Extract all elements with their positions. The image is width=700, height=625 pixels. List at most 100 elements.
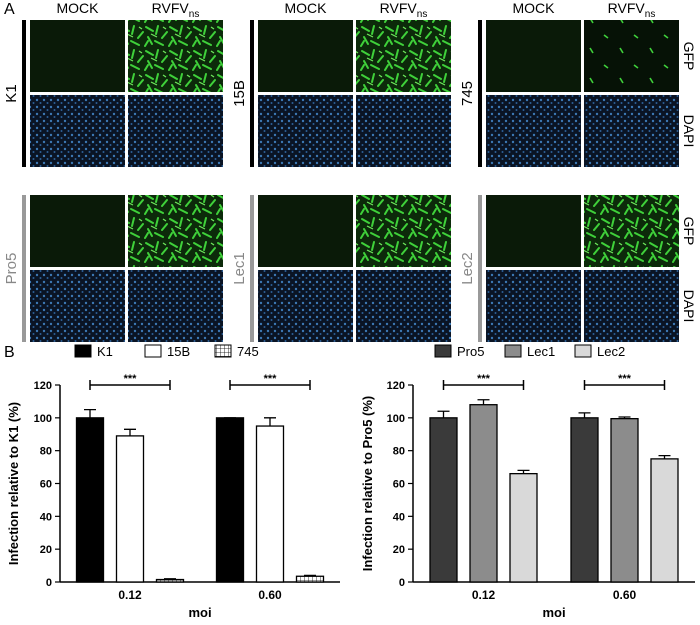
column-header-subscript: ns bbox=[189, 9, 200, 20]
micrograph bbox=[356, 95, 451, 167]
legend-swatch bbox=[214, 344, 232, 358]
y-axis-label: Infection relative to Pro5 (%) bbox=[360, 396, 375, 572]
x-tick-label: 0.12 bbox=[472, 588, 496, 602]
error-bar bbox=[164, 578, 176, 580]
error-bar bbox=[124, 428, 136, 436]
cell-line-label: 745 bbox=[459, 81, 476, 106]
bar bbox=[570, 417, 599, 583]
micrograph bbox=[486, 270, 581, 342]
legend-label: K1 bbox=[97, 344, 113, 359]
micrograph bbox=[30, 270, 125, 342]
column-header: RVFVns bbox=[380, 0, 428, 20]
bar bbox=[429, 417, 458, 583]
error-bar bbox=[618, 416, 631, 419]
panel-label: A bbox=[4, 1, 15, 18]
bar bbox=[115, 435, 145, 583]
column-header-text: MOCK bbox=[513, 0, 556, 16]
micrograph bbox=[486, 95, 581, 167]
micrograph bbox=[258, 95, 353, 167]
x-axis-label: moi bbox=[542, 605, 565, 620]
micrograph bbox=[584, 95, 679, 167]
group-bar bbox=[478, 195, 482, 342]
bar bbox=[469, 404, 498, 583]
column-header: MOCK bbox=[285, 0, 328, 16]
x-tick-label: 0.12 bbox=[118, 588, 142, 602]
column-header: RVFVns bbox=[152, 0, 200, 20]
y-tick-label: 0 bbox=[46, 577, 52, 589]
significance-bracket bbox=[89, 380, 171, 390]
y-tick-label: 20 bbox=[40, 544, 52, 556]
x-tick-label: 0.60 bbox=[613, 588, 637, 602]
y-tick-label: 100 bbox=[34, 413, 52, 425]
y-tick-label: 80 bbox=[40, 446, 52, 458]
y-tick-label: 100 bbox=[387, 413, 405, 425]
channel-label: GFP bbox=[681, 217, 697, 246]
column-header: RVFVns bbox=[608, 0, 656, 20]
column-header-text: RVFV bbox=[608, 0, 646, 16]
micrograph bbox=[356, 20, 451, 92]
significance-label: *** bbox=[477, 373, 491, 385]
micrograph bbox=[356, 195, 451, 267]
bar bbox=[509, 472, 538, 583]
x-axis-label: moi bbox=[188, 605, 211, 620]
group-bar bbox=[478, 20, 482, 167]
micrograph bbox=[258, 20, 353, 92]
error-bar bbox=[437, 410, 450, 418]
y-tick-label: 60 bbox=[393, 479, 405, 491]
micrograph bbox=[30, 20, 125, 92]
error-bar bbox=[658, 454, 671, 459]
micrograph bbox=[30, 195, 125, 267]
legend-swatch bbox=[574, 344, 592, 358]
legend-label: Pro5 bbox=[457, 344, 484, 359]
column-header: MOCK bbox=[57, 0, 100, 16]
legend-label: 745 bbox=[237, 344, 259, 359]
cell-line-label: Lec1 bbox=[231, 252, 248, 285]
error-bar bbox=[578, 412, 591, 418]
micrograph bbox=[128, 20, 223, 92]
significance-bracket bbox=[229, 380, 311, 390]
significance-bracket bbox=[442, 380, 525, 390]
panel-label: B bbox=[4, 344, 15, 361]
micrograph bbox=[584, 20, 679, 92]
group-bar bbox=[250, 195, 254, 342]
cell-line-label: K1 bbox=[3, 84, 20, 102]
significance-label: *** bbox=[264, 373, 278, 385]
y-tick-label: 40 bbox=[393, 511, 405, 523]
cell-line-label: Pro5 bbox=[3, 253, 20, 285]
micrograph bbox=[128, 270, 223, 342]
micrograph bbox=[584, 195, 679, 267]
group-bar bbox=[22, 20, 26, 167]
group-bar bbox=[22, 195, 26, 342]
y-tick-label: 60 bbox=[40, 479, 52, 491]
significance-label: *** bbox=[124, 373, 138, 385]
y-tick-label: 20 bbox=[393, 544, 405, 556]
y-tick-label: 80 bbox=[393, 446, 405, 458]
error-bar bbox=[84, 408, 96, 418]
legend-swatch bbox=[434, 344, 452, 358]
cell-line-label: Lec2 bbox=[459, 252, 476, 285]
y-axis-label: Infection relative to K1 (%) bbox=[6, 402, 21, 565]
legend-label: Lec2 bbox=[597, 344, 625, 359]
column-header-subscript: ns bbox=[645, 9, 656, 20]
significance-bracket bbox=[583, 380, 666, 390]
x-tick-label: 0.60 bbox=[258, 588, 282, 602]
y-tick-label: 0 bbox=[399, 577, 405, 589]
error-bar bbox=[517, 469, 530, 474]
legend-swatch bbox=[74, 344, 92, 358]
error-bar bbox=[264, 417, 276, 427]
column-header-text: RVFV bbox=[152, 0, 190, 16]
micrograph bbox=[356, 270, 451, 342]
bar bbox=[75, 417, 105, 583]
error-bar bbox=[304, 574, 316, 577]
column-header-subscript: ns bbox=[417, 9, 428, 20]
legend-label: 15B bbox=[167, 344, 190, 359]
y-tick-label: 120 bbox=[387, 380, 405, 392]
micrograph bbox=[584, 270, 679, 342]
cell-line-label: 15B bbox=[231, 80, 248, 107]
bar bbox=[610, 418, 639, 583]
bar bbox=[255, 425, 285, 583]
channel-label: GFP bbox=[681, 42, 697, 71]
significance-label: *** bbox=[618, 373, 632, 385]
legend-label: Lec1 bbox=[527, 344, 555, 359]
